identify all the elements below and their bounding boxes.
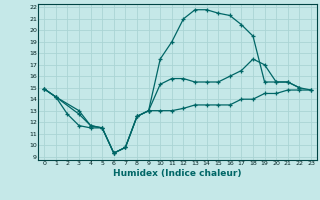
X-axis label: Humidex (Indice chaleur): Humidex (Indice chaleur) (113, 169, 242, 178)
